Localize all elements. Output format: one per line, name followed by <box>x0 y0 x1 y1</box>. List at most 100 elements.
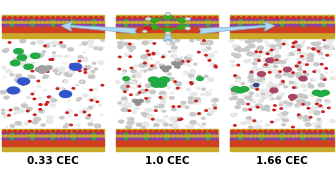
Circle shape <box>232 65 235 67</box>
Circle shape <box>231 96 236 98</box>
Circle shape <box>31 70 34 72</box>
Circle shape <box>185 27 191 30</box>
Circle shape <box>157 24 161 26</box>
Circle shape <box>41 124 45 126</box>
Circle shape <box>182 24 185 26</box>
Circle shape <box>291 96 297 100</box>
Circle shape <box>257 72 265 76</box>
Circle shape <box>266 58 274 63</box>
Circle shape <box>72 88 75 89</box>
Circle shape <box>254 52 260 56</box>
Circle shape <box>75 114 77 116</box>
Circle shape <box>282 112 288 115</box>
Circle shape <box>286 17 290 19</box>
Circle shape <box>178 24 181 26</box>
Circle shape <box>83 130 87 132</box>
Circle shape <box>317 118 321 120</box>
Circle shape <box>214 107 216 109</box>
Circle shape <box>317 92 325 97</box>
Circle shape <box>78 56 83 58</box>
Circle shape <box>23 19 26 20</box>
Circle shape <box>242 130 246 132</box>
Circle shape <box>198 19 202 20</box>
Circle shape <box>239 132 242 134</box>
Circle shape <box>14 49 23 54</box>
Circle shape <box>283 72 289 76</box>
Circle shape <box>207 132 210 134</box>
Circle shape <box>149 132 152 134</box>
Circle shape <box>210 79 212 81</box>
Circle shape <box>315 47 322 51</box>
Circle shape <box>117 130 121 132</box>
Circle shape <box>85 116 90 119</box>
Circle shape <box>230 132 234 134</box>
Circle shape <box>127 86 129 87</box>
Circle shape <box>260 138 263 140</box>
Circle shape <box>162 67 168 70</box>
Circle shape <box>314 102 320 105</box>
Circle shape <box>35 19 38 20</box>
Circle shape <box>270 88 278 93</box>
Circle shape <box>314 24 317 26</box>
Circle shape <box>78 60 81 62</box>
Circle shape <box>152 66 156 69</box>
Circle shape <box>308 83 311 85</box>
Circle shape <box>208 130 212 132</box>
Circle shape <box>184 56 191 60</box>
Circle shape <box>56 88 59 89</box>
Circle shape <box>69 115 71 116</box>
Circle shape <box>297 114 300 115</box>
Circle shape <box>288 86 290 87</box>
Circle shape <box>47 24 50 26</box>
Circle shape <box>186 24 189 26</box>
Bar <box>116 23 218 27</box>
Circle shape <box>150 58 152 59</box>
Circle shape <box>306 24 309 26</box>
Circle shape <box>125 138 128 140</box>
Circle shape <box>249 59 251 61</box>
Circle shape <box>62 17 66 19</box>
Circle shape <box>133 17 137 19</box>
Circle shape <box>198 130 201 132</box>
Circle shape <box>327 19 330 20</box>
Circle shape <box>181 61 184 62</box>
Circle shape <box>177 62 182 65</box>
Circle shape <box>311 42 315 45</box>
Circle shape <box>324 43 326 44</box>
Circle shape <box>129 24 132 26</box>
Circle shape <box>233 45 238 47</box>
Circle shape <box>19 53 26 57</box>
Circle shape <box>306 132 309 134</box>
Circle shape <box>82 42 87 45</box>
Circle shape <box>258 17 262 19</box>
Circle shape <box>262 93 264 95</box>
Circle shape <box>149 138 152 140</box>
Circle shape <box>119 120 124 123</box>
Circle shape <box>14 138 17 140</box>
Circle shape <box>46 17 49 19</box>
Circle shape <box>232 53 236 55</box>
Circle shape <box>181 101 186 104</box>
Circle shape <box>58 43 61 45</box>
Bar <box>230 32 334 38</box>
Circle shape <box>197 124 200 125</box>
Circle shape <box>309 111 313 113</box>
Circle shape <box>287 55 289 57</box>
Circle shape <box>59 67 65 70</box>
Circle shape <box>19 130 23 132</box>
Circle shape <box>190 121 196 124</box>
Bar <box>2 129 104 137</box>
Circle shape <box>185 17 191 21</box>
Circle shape <box>230 84 236 88</box>
Circle shape <box>78 98 81 100</box>
Circle shape <box>133 138 136 140</box>
Circle shape <box>194 19 198 20</box>
Circle shape <box>271 87 277 90</box>
Circle shape <box>160 119 165 123</box>
Circle shape <box>249 96 252 97</box>
Circle shape <box>205 54 207 56</box>
Circle shape <box>27 138 30 140</box>
Circle shape <box>40 17 44 19</box>
Circle shape <box>230 19 234 20</box>
Circle shape <box>266 59 270 61</box>
